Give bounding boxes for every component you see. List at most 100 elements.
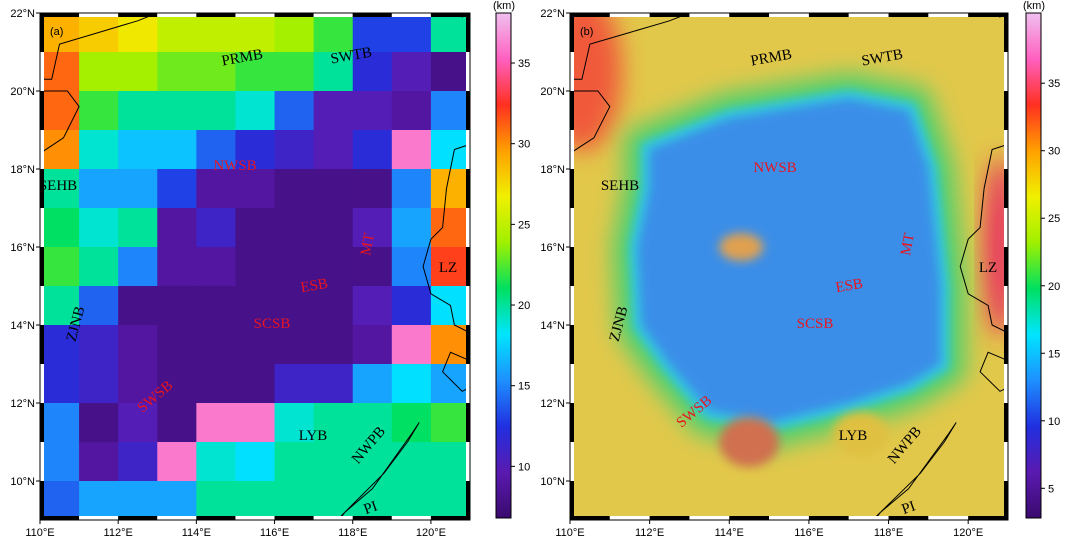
grid-cell: [391, 13, 432, 53]
region-label: SWTB: [329, 45, 373, 68]
coastline: [871, 422, 957, 520]
frame-segment: [40, 364, 44, 403]
region-label: ESB: [834, 276, 864, 297]
frame-segment: [157, 13, 197, 17]
grid-cell: [352, 130, 393, 170]
grid-cell: [391, 52, 432, 92]
grid-cell: [352, 364, 393, 404]
x-tick-label: 120°E: [953, 527, 983, 539]
coastline: [336, 422, 420, 520]
grid-cell: [430, 52, 470, 92]
region-label: NWSB: [753, 160, 796, 176]
grid-cell: [235, 130, 276, 170]
grid-cell: [157, 364, 197, 404]
frame-segment: [888, 13, 929, 17]
frame-segment: [808, 13, 849, 17]
grid-cell: [391, 286, 432, 326]
grid-cell: [352, 13, 393, 53]
region-label: SCSB: [254, 316, 291, 332]
grid-cell: [196, 481, 236, 520]
frame-segment: [1004, 52, 1008, 91]
grid-cell: [352, 52, 393, 92]
frame-segment: [466, 481, 470, 520]
grid-cell: [79, 91, 119, 131]
region-label: PI: [900, 498, 918, 518]
grid-cell: [274, 325, 315, 365]
y-tick-label: 20°N: [10, 86, 35, 98]
grid-cell: [157, 442, 197, 482]
grid-cell: [118, 481, 158, 520]
frame-segment: [1004, 130, 1008, 169]
frame-segment: [928, 13, 969, 17]
grid-cell: [157, 481, 197, 520]
grid-cell: [40, 442, 80, 482]
y-tick-label: 22°N: [540, 8, 565, 20]
frame-segment: [570, 481, 574, 520]
frame-segment: [570, 364, 574, 403]
region-label: ESB: [299, 276, 329, 297]
grid-cell: [157, 403, 197, 443]
map-panel: [570, 13, 1008, 520]
frame-segment: [848, 516, 889, 520]
grid-cell: [313, 169, 354, 209]
grid-cell: [40, 286, 80, 326]
grid-cell: [274, 52, 315, 92]
x-tick-label: 110°E: [25, 527, 54, 539]
region-label: SEHB: [39, 178, 77, 194]
frame-segment: [466, 52, 470, 91]
colorbar-unit: (km): [493, 0, 515, 12]
frame-segment: [235, 516, 275, 520]
grid-cell: [235, 325, 276, 365]
frame-segment: [1004, 364, 1008, 403]
grid-cell: [313, 286, 354, 326]
colorbar: [1025, 12, 1042, 519]
grid-cell: [391, 208, 432, 248]
seamount: [719, 233, 764, 261]
grid-cell: [79, 52, 119, 92]
frame-segment: [40, 169, 44, 208]
grid-cell: [235, 91, 276, 131]
panel-label: (b): [580, 26, 593, 38]
grid-cell: [235, 442, 276, 482]
grid-cell: [235, 481, 276, 520]
grid-cell: [430, 169, 470, 209]
frame-segment: [196, 516, 236, 520]
frame-segment: [649, 13, 690, 17]
frame-segment: [40, 481, 44, 520]
region-label: MT: [358, 232, 378, 257]
terrain-high: [984, 157, 1008, 337]
coastline: [570, 90, 611, 154]
coastline: [959, 143, 1008, 334]
grid-cell: [196, 130, 236, 170]
grid-cell: [352, 442, 393, 482]
frame-segment: [968, 516, 1008, 520]
y-tick-label: 16°N: [10, 242, 35, 254]
grid-cell: [274, 130, 315, 170]
frame-segment: [570, 403, 574, 442]
frame-segment: [466, 325, 470, 364]
grid-cell: [79, 130, 119, 170]
y-tick-label: 22°N: [10, 8, 35, 20]
frame-segment: [1004, 91, 1008, 130]
grid-cell: [196, 208, 236, 248]
frame-segment: [570, 91, 574, 130]
region-label: LYB: [299, 428, 328, 444]
grid-cell: [79, 208, 119, 248]
region-label: LYB: [839, 428, 868, 444]
coastline: [40, 90, 80, 154]
frame-segment: [466, 286, 470, 325]
grid-cell: [157, 325, 197, 365]
grid-cell: [313, 52, 354, 92]
colorbar-tick-label: 35: [1048, 78, 1060, 90]
colorbar-tick-label: 10: [1048, 416, 1060, 428]
grid-cell: [391, 481, 432, 520]
grid-cell: [235, 403, 276, 443]
x-tick-label: 118°E: [338, 527, 367, 539]
frame-segment: [391, 13, 431, 17]
grid-cell: [391, 169, 432, 209]
grid-cell: [40, 52, 80, 92]
region-label: LZ: [979, 260, 997, 276]
frame-segment: [1004, 13, 1008, 52]
frame-segment: [40, 13, 80, 17]
grid-cell: [235, 364, 276, 404]
